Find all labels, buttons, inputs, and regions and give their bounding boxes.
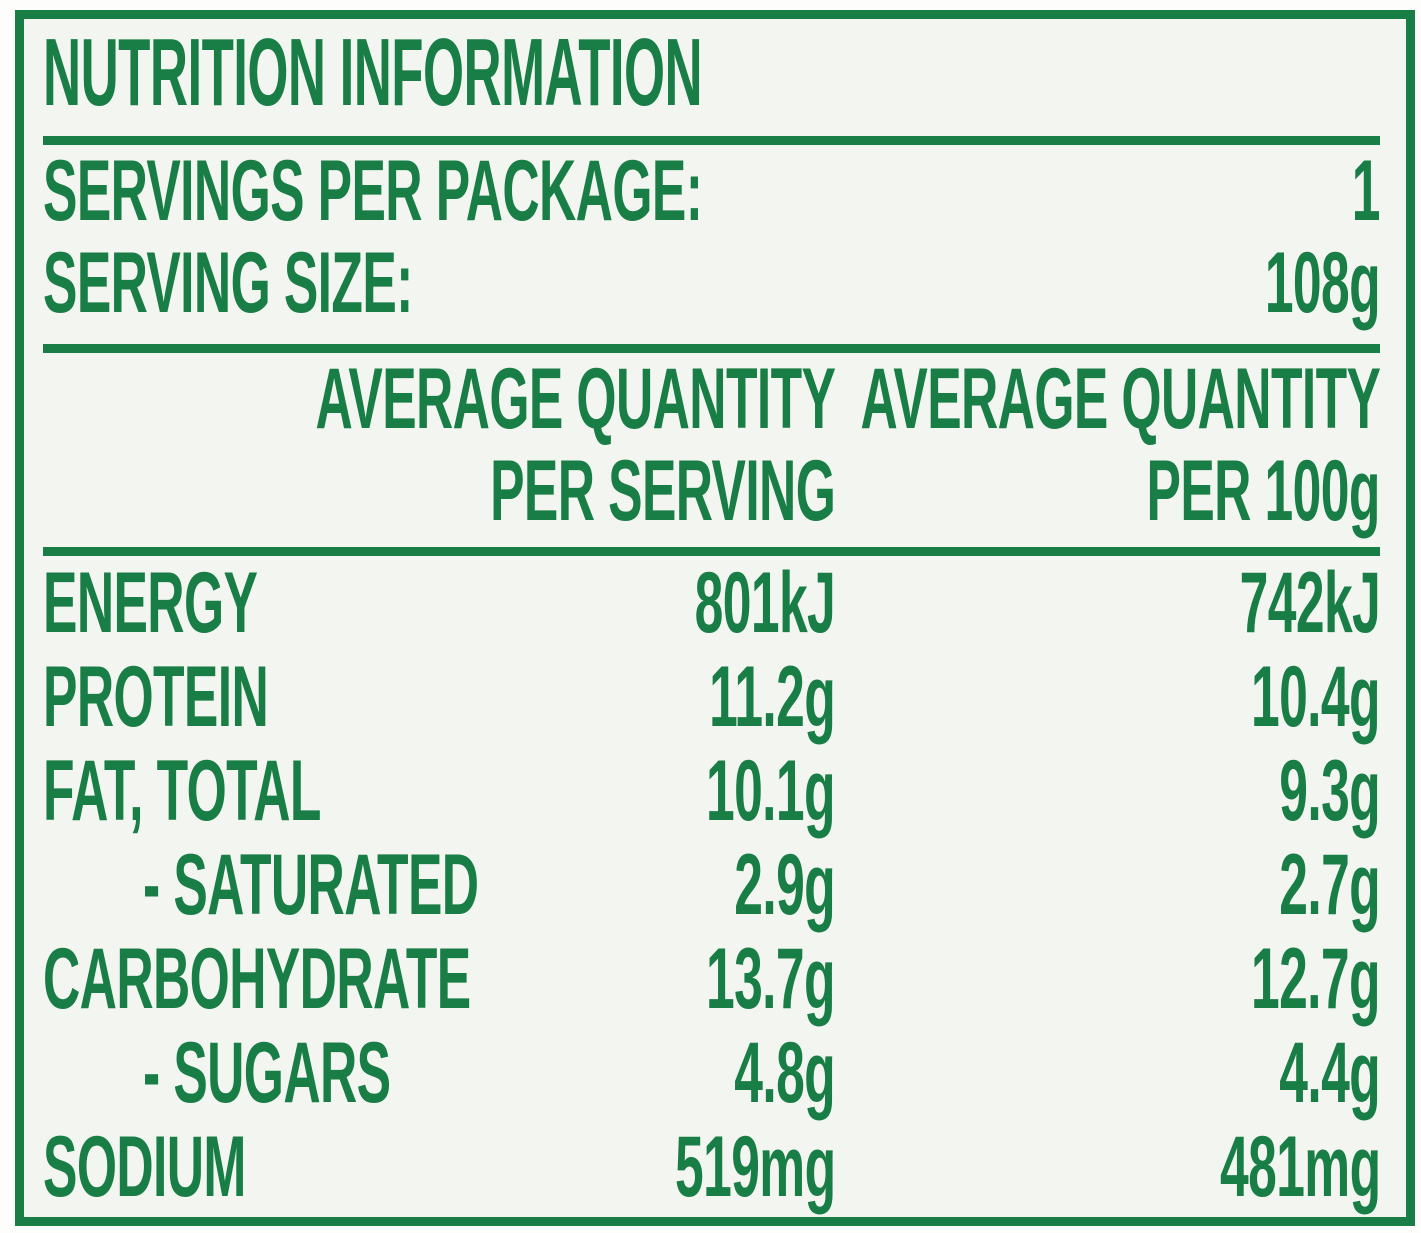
serving-info-divider [43,344,1380,353]
nutrient-row-energy: ENERGY 801kJ 742kJ [43,555,1381,651]
serving-size-label-cell: SERVING SIZE: [43,237,835,329]
nutrient-label-cell: SODIUM [43,1120,505,1214]
per-serving-value-cell: 519mg [505,1119,836,1215]
per-serving-header-line1: AVERAGE QUANTITY [315,351,835,447]
per-100g-value-cell: 2.7g [835,838,1380,932]
per-100g-value: 742kJ [1239,555,1381,651]
serving-size-value: 108g [1264,235,1381,331]
header-divider [43,547,1380,556]
per-100g-value-cell: 10.4g [835,649,1381,745]
nutrient-row-fat-total: FAT, TOTAL 10.1g 9.3g [43,743,1381,839]
serving-size-label: SERVING SIZE: [43,235,413,331]
per-100g-value-cell: 481mg [835,1119,1381,1215]
nutrient-row-carbohydrate: CARBOHYDRATE 13.7g 12.7g [43,931,1381,1027]
per-serving-value-cell: 11.2g [505,649,836,745]
nutrition-panel: NUTRITION INFORMATION SERVINGS PER PACKA… [15,10,1415,1226]
per-serving-value-cell: 801kJ [505,555,836,651]
nutrient-label-cell: ENERGY [43,556,505,650]
panel-title-row: NUTRITION INFORMATION [43,25,1380,121]
nutrient-label: - SUGARS [143,1025,391,1121]
per-serving-value: 801kJ [694,555,836,651]
per-serving-value-cell: 10.1g [505,743,836,839]
serving-size-row: SERVING SIZE: 108g [43,235,1381,331]
per-100g-value-cell: 4.4g [835,1026,1380,1120]
serving-size-value-cell: 108g [835,235,1381,331]
panel-title: NUTRITION INFORMATION [43,19,703,126]
column-headers-line1: AVERAGE QUANTITY AVERAGE QUANTITY [43,353,1380,445]
per-serving-value: 519mg [674,1119,836,1215]
nutrient-row-saturated: - SATURATED 2.9g 2.7g [43,838,1381,932]
nutrient-row-protein: PROTEIN 11.2g 10.4g [43,649,1381,745]
per-100g-value: 481mg [1219,1119,1381,1215]
servings-per-package-row: SERVINGS PER PACKAGE: 1 [43,143,1381,239]
nutrient-label-cell: - SUGARS [43,1026,505,1120]
nutrient-label-cell: FAT, TOTAL [43,744,505,838]
servings-per-package-label-cell: SERVINGS PER PACKAGE: [43,145,835,237]
title-divider [43,136,1380,145]
per-100g-value: 10.4g [1251,649,1381,745]
nutrient-label: SODIUM [43,1119,246,1215]
per-100g-value: 12.7g [1251,931,1381,1027]
per-serving-value-cell: 2.9g [505,838,835,932]
per-serving-header-line1-cell: AVERAGE QUANTITY [315,353,835,445]
nutrient-label-cell: - SATURATED [43,838,505,932]
nutrient-row-sodium: SODIUM 519mg 481mg [43,1119,1381,1215]
per-serving-value: 10.1g [706,743,836,839]
per-serving-header-line2: PER SERVING [489,443,836,539]
per-serving-value-cell: 4.8g [505,1026,835,1120]
per-100g-value: 4.4g [1279,1025,1380,1121]
per-100g-value: 9.3g [1279,743,1380,839]
column-headers-line2: PER SERVING PER 100g [43,443,1381,539]
per-serving-value: 11.2g [708,649,836,745]
per-100g-value-cell: 12.7g [835,931,1381,1027]
per-100g-value-cell: 9.3g [835,744,1380,838]
per-serving-value: 2.9g [734,837,835,933]
servings-per-package-value: 1 [1351,143,1381,239]
nutrient-label-cell: CARBOHYDRATE [43,932,505,1026]
servings-per-package-label: SERVINGS PER PACKAGE: [43,143,703,239]
nutrient-row-sugars: - SUGARS 4.8g 4.4g [43,1026,1381,1120]
nutrient-label: ENERGY [43,555,258,651]
per-100g-header-line2-cell: PER 100g [835,443,1381,539]
per-100g-header-line2: PER 100g [1146,443,1381,539]
per-serving-value: 13.7g [706,931,836,1027]
per-100g-value: 2.7g [1279,837,1380,933]
per-100g-value-cell: 742kJ [835,555,1381,651]
per-serving-header-line2-cell: PER SERVING [490,445,836,537]
per-serving-value-cell: 13.7g [505,931,836,1027]
nutrient-label: CARBOHYDRATE [43,931,471,1027]
servings-per-package-value-cell: 1 [835,143,1381,239]
nutrient-label-cell: PROTEIN [43,650,505,744]
nutrient-label: PROTEIN [43,649,269,745]
nutrient-label: FAT, TOTAL [43,743,321,839]
per-100g-header-line1: AVERAGE QUANTITY [860,351,1380,447]
per-serving-value: 4.8g [734,1025,835,1121]
per-100g-header-line1-cell: AVERAGE QUANTITY [835,353,1380,445]
nutrient-label: - SATURATED [143,837,479,933]
header-spacer [43,445,505,537]
